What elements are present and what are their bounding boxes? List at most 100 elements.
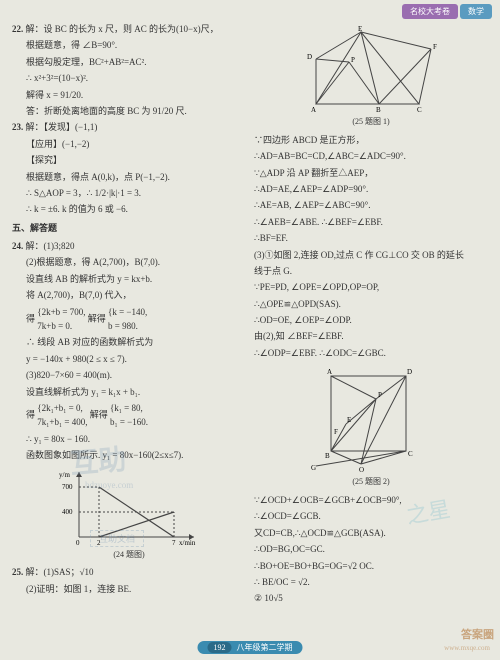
svg-text:y/m: y/m: [59, 471, 70, 479]
tab-book: 名校大考卷: [402, 4, 458, 19]
r2-0: ∵∠OCD+∠OCB=∠GCB+∠OCB=90°,: [254, 493, 488, 507]
r1-8: 线于点 G.: [254, 264, 488, 278]
q24-l8row: 得 {2k₁+b₁ = 0, 7k₁+b₁ = 400, 解得 {k₁ = 80…: [12, 401, 246, 430]
watermark-sub: hdzuoye.com: [85, 480, 133, 490]
q24-l6: y = −140x + 980(2 ≤ x ≤ 7).: [12, 352, 246, 366]
q25-num: 25.: [12, 567, 23, 577]
q22-l6: 答：折断处离地面的高度 BC 为 91/20 尺.: [12, 104, 246, 118]
r2-4: ∴BO+OE=BO+BG=OG=√2 OC.: [254, 559, 488, 573]
svg-text:F: F: [433, 43, 437, 51]
footer-page: 192: [208, 642, 232, 653]
section-5: 五、解答题: [12, 221, 246, 235]
q24-l4a: 得: [26, 313, 35, 323]
r1-13: ∴∠ODP=∠EBF. ∴∠ODC=∠GBC.: [254, 346, 488, 360]
fig-25-1: E A B C D P F (25 题图 1): [254, 24, 488, 129]
svg-text:700: 700: [62, 483, 73, 491]
q22-l5: 解得 x = 91/20.: [12, 88, 246, 102]
r2-2: 又CD=CB,∴△OCD≌△GCB(ASA).: [254, 526, 488, 540]
q24-l8: 设直线解析式为 y₁ = k₁x + b₁.: [12, 385, 246, 399]
left-column: 22. 解：设 BC 的长为 x 尺，则 AC 的长为(10−x)尺， 根据题意…: [8, 20, 250, 608]
r1-11: ∴OD=OE, ∠OEP=∠ODP.: [254, 313, 488, 327]
q24-l8c: 7k₁+b₁ = 400,: [37, 415, 87, 429]
r1-6: ∴BF=EF.: [254, 231, 488, 245]
svg-text:400: 400: [62, 508, 73, 516]
q24-l10: 函数图象如图所示. y₁ = 80x−160(2≤x≤7).: [12, 448, 246, 462]
r1-2: ∵△ADP 沿 AP 翻折至△AEP，: [254, 166, 488, 180]
q24-l8f: b₁ = −160.: [110, 415, 148, 429]
right-column: E A B C D P F (25 题图 1) ∵四边形 ABCD 是正方形， …: [250, 20, 492, 608]
q24-l7: (3)820−7×60 = 400(m).: [12, 368, 246, 382]
svg-text:C: C: [408, 450, 413, 458]
svg-text:O: O: [359, 466, 364, 474]
fig1-svg: E A B C D P F: [301, 24, 441, 114]
r2-3: ∴OD=BG,OC=GC.: [254, 542, 488, 556]
q24-l4e: {k = −140,: [108, 305, 147, 319]
svg-text:B: B: [376, 106, 381, 114]
svg-text:F: F: [334, 428, 338, 436]
q23-l2: 【应用】(−1,−2): [12, 137, 246, 151]
q24-l0: 解：(1)3;820: [26, 241, 75, 251]
q24-l8b: {2k₁+b₁ = 0,: [37, 401, 87, 415]
right-para-2: ∵∠OCD+∠OCB=∠GCB+∠OCB=90°, ∴∠OCD=∠GCB. 又C…: [254, 493, 488, 606]
r2-5: ∴ BE/OC = √2.: [254, 575, 488, 589]
header-tabs: 名校大考卷 数学: [402, 4, 492, 19]
q24-l4f: b = 980.: [108, 319, 147, 333]
footer: 192 八年级第二学期: [198, 641, 303, 654]
q23-l1: 解：【发现】(−1,1): [26, 122, 98, 132]
svg-text:P: P: [351, 56, 355, 64]
r1-1: ∴AD=AB=BC=CD,∠ABC=∠ADC=90°.: [254, 149, 488, 163]
svg-text:0: 0: [76, 539, 80, 547]
q23: 23. 解：【发现】(−1,1): [12, 120, 246, 134]
q22-l1: 解：设 BC 的长为 x 尺，则 AC 的长为(10−x)尺，: [26, 24, 219, 34]
q24-l9: ∴ y₁ = 80x − 160.: [12, 432, 246, 446]
svg-text:x/min: x/min: [179, 539, 196, 547]
r1-0: ∵四边形 ABCD 是正方形，: [254, 133, 488, 147]
svg-text:E: E: [358, 25, 362, 33]
q22-l3: 根据勾股定理，BC²+AB²=AC².: [12, 55, 246, 69]
fig-25-2: A D P B C G O E F (25 题图 2): [254, 364, 488, 489]
q24-l2: 设直线 AB 的解析式为 y = kx+b.: [12, 272, 246, 286]
q25-l1: 解：(1)SAS；√10: [26, 567, 94, 577]
q24-l1: (2)根据题意，得 A(2,700)，B(7,0).: [12, 255, 246, 269]
svg-text:G: G: [311, 464, 316, 472]
q22-num: 22.: [12, 24, 23, 34]
footer-badge: 192 八年级第二学期: [198, 641, 303, 654]
r1-9: ∵PE=PD, ∠OPE=∠OPD,OP=OP,: [254, 280, 488, 294]
q24-num: 24.: [12, 241, 23, 251]
fig2-caption: (25 题图 2): [254, 476, 488, 489]
q22: 22. 解：设 BC 的长为 x 尺，则 AC 的长为(10−x)尺，: [12, 22, 246, 36]
fig1-caption: (25 题图 1): [254, 116, 488, 129]
q24-l8a: 得: [26, 409, 35, 419]
q24-graph-caption: (24 题图): [12, 549, 246, 562]
svg-text:E: E: [347, 416, 351, 424]
q22-l4: ∴ x²+3²=(10−x)².: [12, 71, 246, 85]
svg-text:P: P: [378, 391, 382, 399]
svg-text:A: A: [311, 106, 316, 114]
q24: 24. 解：(1)3;820: [12, 239, 246, 253]
r2-6: ② 10√5: [254, 591, 488, 605]
footer-label: 八年级第二学期: [237, 643, 293, 652]
q24-l4: 得 {2k+b = 700, 7k+b = 0. 解得 {k = −140, b…: [12, 305, 246, 334]
corner-logo: 答案圈: [461, 626, 494, 642]
q25: 25. 解：(1)SAS；√10: [12, 565, 246, 579]
svg-text:D: D: [307, 53, 312, 61]
q24-l4d: 解得: [88, 313, 106, 323]
tab-subject: 数学: [460, 4, 492, 19]
r1-4: ∴AE=AB, ∠AEP=∠ABC=90°.: [254, 198, 488, 212]
svg-text:A: A: [327, 368, 332, 376]
svg-text:B: B: [325, 452, 330, 460]
watermark-doc: 互助文档: [90, 530, 144, 547]
q23-l6: ∴ k = ±6. k 的值为 6 或 −6.: [12, 202, 246, 216]
fig2-svg: A D P B C G O E F: [311, 364, 431, 474]
q23-l4: 根据题意，得点 A(0,k)，点 P(−1,−2).: [12, 170, 246, 184]
q24-l4c: 7k+b = 0.: [37, 319, 85, 333]
q23-num: 23.: [12, 122, 23, 132]
q24-l5: ∴ 线段 AB 对应的函数解析式为: [12, 335, 246, 349]
corner-url: www.mxqe.com: [444, 644, 490, 652]
right-para-1: ∵四边形 ABCD 是正方形， ∴AD=AB=BC=CD,∠ABC=∠ADC=9…: [254, 133, 488, 360]
r1-7: (3)①如图 2,连接 OD,过点 C 作 CG⊥CO 交 OB 的延长: [254, 248, 488, 262]
r1-3: ∴AD=AE,∠AEP=∠ADP=90°.: [254, 182, 488, 196]
q24-l8e: {k₁ = 80,: [110, 401, 148, 415]
q24-l4b: {2k+b = 700,: [37, 305, 85, 319]
r1-5: ∴∠AEB=∠ABE. ∴∠BEF=∠EBF.: [254, 215, 488, 229]
